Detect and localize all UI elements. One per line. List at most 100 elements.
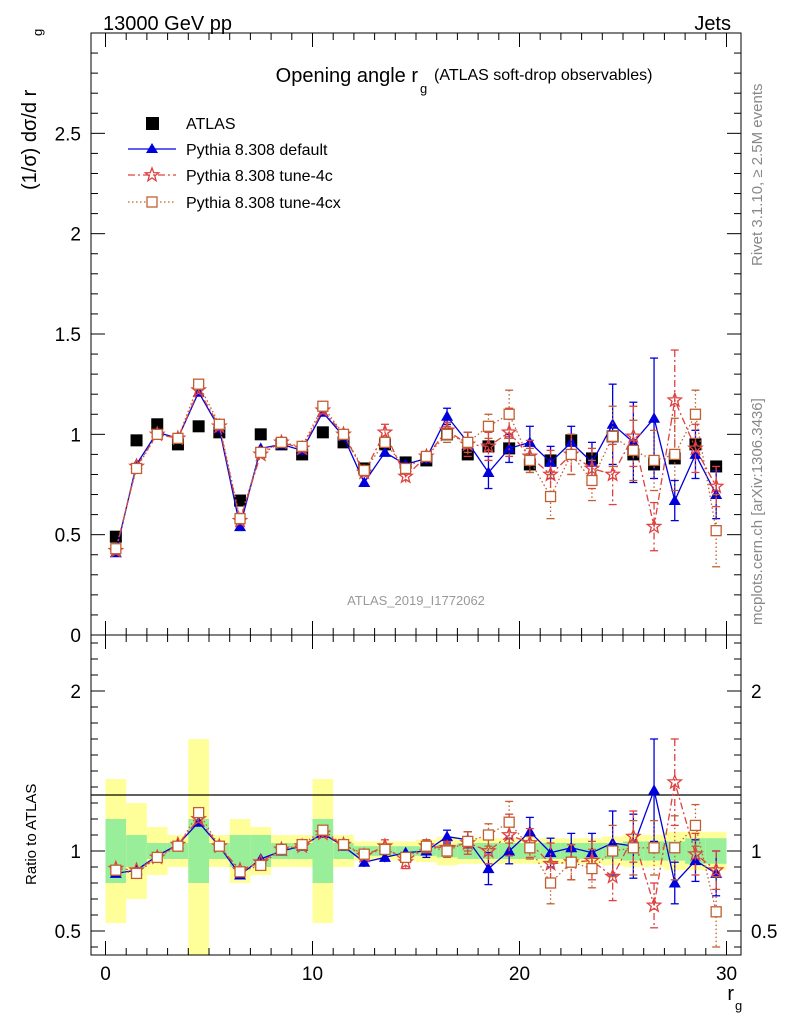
legend-entry-tune-4cx: Pythia 8.308 tune-4cx — [128, 195, 341, 212]
main-point-tune-4c — [583, 459, 601, 476]
ratio-point-tune-4cx — [544, 877, 557, 889]
ratio-point-tune-4cx — [151, 851, 163, 864]
rivet-version-label: Rivet 3.1.10, ≥ 2.5M events — [749, 84, 766, 267]
ratio-point-tune-4cx — [441, 845, 453, 857]
x-tick-label: 30 — [716, 964, 737, 985]
ratio-stat-uncertainty-band — [188, 819, 209, 883]
main-y-tick-label: 0.5 — [55, 526, 81, 547]
plot-title-suffix: (ATLAS soft-drop observables) — [434, 67, 652, 84]
main-point-tune-4cx — [648, 454, 660, 467]
main-y-tick-label: 1 — [70, 425, 81, 446]
main-point-tune-4c — [687, 439, 704, 456]
main-point-tune-4cx — [192, 378, 205, 390]
ratio-point-tune-4cx — [358, 848, 370, 860]
main-y-axis-label-subscript: g — [30, 29, 45, 36]
main-y-tick-label: 0 — [70, 626, 81, 647]
x-axis-label: r — [727, 983, 734, 1005]
ratio-point-tune-4cx — [607, 845, 619, 857]
mcplots-reference-label: mcplots.cern.ch [arXiv:1306.3436] — [749, 398, 766, 625]
ratio-y-tick-label-right: 2 — [751, 682, 762, 703]
ratio-point-tune-4cx — [565, 856, 577, 868]
x-tick-label: 20 — [509, 964, 530, 985]
main-y-tick-label: 2.5 — [55, 124, 81, 145]
main-point-default — [482, 466, 495, 477]
main-point-tune-4cx — [524, 454, 536, 467]
ratio-point-tune-4cx — [710, 906, 722, 918]
legend-label-tune-4c: Pythia 8.308 tune-4c — [186, 168, 333, 185]
main-point-tune-4c — [604, 465, 622, 482]
header-category: Jets — [694, 13, 731, 35]
main-point-default — [378, 446, 391, 457]
main-point-tune-4cx — [441, 428, 453, 440]
main-point-tune-4cx — [669, 448, 681, 461]
main-point-tune-4cx — [689, 408, 702, 420]
main-point-default — [234, 520, 247, 532]
ratio-point-default — [358, 856, 371, 867]
main-point-default — [441, 410, 454, 421]
main-point-tune-4c — [707, 477, 725, 494]
main-point-tune-4c — [397, 467, 415, 484]
legend-entry-tune-4c: Pythia 8.308 tune-4c — [128, 166, 333, 185]
main-point-default — [565, 436, 578, 447]
main-panel: 0 0.5 1 1.5 2 2.5 Opening angle r g (ATLAS so… — [19, 29, 742, 647]
main-point-tune-4cx — [317, 400, 329, 412]
main-line-default — [115, 390, 717, 553]
ratio-y-axis-label: Ratio to ATLAS — [23, 784, 40, 885]
legend-marker-tune-4cx — [146, 196, 158, 208]
ratio-point-tune-4cx — [255, 859, 267, 872]
ratio-point-tune-4cx — [689, 819, 702, 832]
ratio-point-tune-4cx — [648, 842, 660, 854]
main-point-tune-4cx — [482, 420, 495, 432]
main-point-default — [648, 412, 661, 423]
atlas-data-point — [192, 420, 205, 433]
main-y-axis-label: (1/σ) dσ/d r — [19, 89, 41, 190]
legend-label-default: Pythia 8.308 default — [186, 142, 328, 159]
main-point-tune-4cx — [213, 418, 225, 430]
ratio-panel: 0.5 0.5 1 1 2 2 0 10 20 30 Ratio to ATLAS r g — [23, 634, 777, 1013]
ratio-point-default — [668, 877, 681, 888]
atlas-data-point — [316, 426, 329, 439]
legend-entry-atlas: ATLAS — [146, 116, 236, 133]
plot-title: Opening angle r — [276, 65, 419, 87]
ratio-point-tune-4cx — [337, 838, 350, 851]
legend-entry-default: Pythia 8.308 default — [128, 142, 328, 159]
plot-title-subscript: g — [420, 81, 427, 96]
ratio-y-tick-label-right: 0.5 — [751, 922, 777, 943]
main-point-tune-4cx — [544, 490, 557, 503]
ratio-point-default — [544, 846, 557, 858]
main-y-tick-label: 1.5 — [55, 325, 81, 346]
main-point-default — [358, 476, 371, 487]
atlas-data-point — [461, 448, 474, 461]
main-point-tune-4c — [376, 423, 394, 440]
ratio-y-tick-label: 2 — [70, 682, 81, 703]
ratio-stat-uncertainty-band — [126, 835, 147, 867]
main-point-tune-4cx — [399, 462, 412, 475]
main-point-tune-4cx — [110, 543, 122, 555]
main-point-default — [689, 448, 702, 459]
legend-marker-default — [146, 143, 158, 153]
ratio-point-tune-4cx — [462, 835, 474, 848]
main-point-tune-4c — [480, 437, 497, 454]
ratio-point-tune-4c — [666, 773, 684, 790]
main-line-tune-4c — [115, 388, 717, 551]
ratio-point-tune-4c — [604, 867, 622, 884]
ratio-point-tune-4cx — [234, 866, 246, 878]
main-point-tune-4c — [645, 517, 663, 534]
main-point-tune-4cx — [710, 525, 722, 537]
main-y-tick-label: 2 — [70, 225, 81, 246]
ratio-stat-uncertainty-band — [229, 835, 251, 867]
ratio-y-tick-label: 1 — [70, 842, 81, 863]
main-point-tune-4cx — [565, 448, 577, 461]
ratio-y-tick-label: 0.5 — [55, 922, 81, 943]
main-point-tune-4cx — [586, 474, 598, 487]
legend: ATLAS Pythia 8.308 default Pythia 8.308 … — [128, 116, 341, 212]
main-point-tune-4cx — [130, 462, 143, 475]
main-point-tune-4cx — [234, 512, 246, 525]
ratio-point-tune-4cx — [192, 806, 205, 819]
main-point-tune-4c — [666, 391, 684, 408]
ratio-point-default — [441, 830, 454, 842]
main-point-tune-4cx — [462, 436, 474, 449]
main-point-tune-4cx — [337, 428, 350, 440]
main-point-tune-4cx — [358, 464, 370, 477]
